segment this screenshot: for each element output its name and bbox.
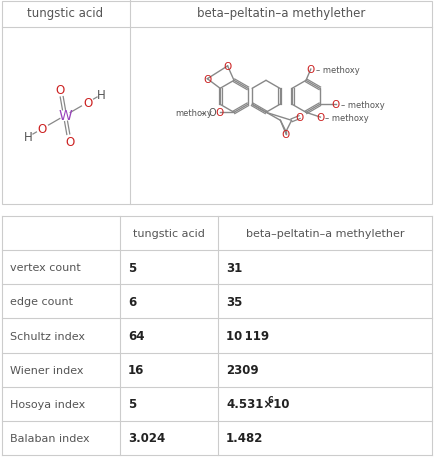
Text: tungstic acid: tungstic acid: [133, 229, 205, 239]
Text: O: O: [282, 129, 290, 140]
Text: H: H: [97, 89, 106, 102]
Text: – methoxy: – methoxy: [316, 66, 359, 74]
Text: O: O: [38, 123, 47, 136]
Text: 6: 6: [128, 295, 136, 308]
Text: – methoxy: – methoxy: [341, 101, 385, 110]
Text: Wiener index: Wiener index: [10, 365, 83, 375]
Text: 6: 6: [268, 395, 273, 404]
Text: O: O: [83, 97, 92, 110]
Text: – methoxy: – methoxy: [326, 113, 369, 123]
Text: vertex count: vertex count: [10, 263, 81, 273]
Bar: [2, 217, 432, 455]
Text: 35: 35: [226, 295, 242, 308]
Text: 3.024: 3.024: [128, 431, 165, 444]
Text: Schultz index: Schultz index: [10, 331, 85, 341]
Text: 1.482: 1.482: [226, 431, 263, 444]
Text: O: O: [332, 100, 340, 110]
Text: methoxy: methoxy: [176, 109, 213, 118]
Text: – O: – O: [201, 108, 217, 118]
Text: 64: 64: [128, 329, 145, 342]
Text: 31: 31: [226, 261, 242, 274]
Text: 2309: 2309: [226, 364, 259, 376]
Text: tungstic acid: tungstic acid: [27, 7, 103, 21]
Text: 10 119: 10 119: [226, 329, 269, 342]
Text: Balaban index: Balaban index: [10, 433, 90, 443]
Text: 4.531×10: 4.531×10: [226, 397, 289, 410]
Text: H: H: [24, 131, 33, 144]
Bar: [2, 2, 432, 205]
Text: W: W: [58, 109, 72, 123]
Text: O: O: [224, 62, 232, 72]
Text: O: O: [307, 65, 315, 75]
Text: O: O: [65, 135, 74, 148]
Text: O: O: [56, 84, 65, 97]
Text: beta–peltatin–a methylether: beta–peltatin–a methylether: [246, 229, 404, 239]
Text: O: O: [215, 108, 224, 118]
Text: O: O: [203, 74, 211, 84]
Text: O: O: [296, 113, 304, 123]
Text: 5: 5: [128, 261, 136, 274]
Text: beta–peltatin–a methylether: beta–peltatin–a methylether: [197, 7, 365, 21]
Text: 16: 16: [128, 364, 145, 376]
Text: Hosoya index: Hosoya index: [10, 399, 85, 409]
Text: 5: 5: [128, 397, 136, 410]
Text: O: O: [316, 113, 325, 123]
Text: edge count: edge count: [10, 297, 73, 307]
